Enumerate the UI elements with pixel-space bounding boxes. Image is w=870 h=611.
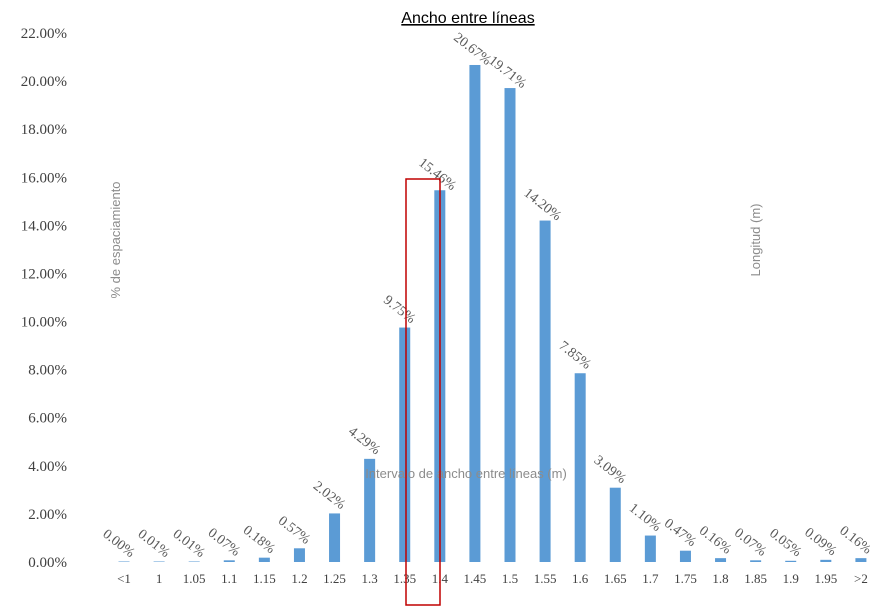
data-label: 2.02% [310,479,348,513]
x-tick-label: 1.7 [642,571,659,586]
data-label: 0.01% [170,527,208,561]
bar [715,558,727,562]
data-label: 0.07% [731,526,769,560]
x-tick-label: 1.85 [744,571,767,586]
x-tick-label: 1 [156,571,163,586]
x-tick-label: 1.5 [502,571,518,586]
secondary-axis-title: Longitud (m) [748,204,763,277]
data-label: 7.85% [556,339,594,373]
x-tick-label: 1.1 [221,571,237,586]
y-tick-label: 10.00% [21,315,67,331]
y-axis-title: % de espaciamiento [108,181,123,298]
data-label: 9.75% [380,293,418,327]
y-tick-label: 14.00% [21,218,67,234]
bar [258,557,270,562]
x-tick-label: 1.75 [674,571,697,586]
y-axis-ticks: 0.00% 2.00% 4.00% 6.00% 8.00% 10.00% 12.00% 14.… [21,26,67,571]
y-tick-label: 0.00% [28,555,67,571]
x-tick-label: 1.65 [604,571,627,586]
y-tick-label: 16.00% [21,170,67,186]
data-label: 0.16% [696,523,734,557]
y-tick-label: 4.00% [28,459,67,475]
data-label: 0.09% [801,525,839,559]
data-label: 0.01% [135,527,173,561]
y-tick-label: 22.00% [21,26,67,42]
y-tick-label: 12.00% [21,266,67,282]
data-label: 3.09% [591,453,629,487]
y-tick-label: 18.00% [21,122,67,138]
data-label: 0.47% [661,516,699,550]
bar [785,560,797,562]
data-label: 4.29% [345,424,383,458]
x-tick-label: 1.35 [393,571,416,586]
bars [118,64,867,563]
bar [223,560,235,562]
bar [293,548,305,562]
bar [329,513,341,562]
x-tick-label: 1.8 [712,571,728,586]
bar [399,327,411,562]
y-tick-label: 6.00% [28,411,67,427]
data-labels: 0.00%0.01%0.01%0.07%0.18%0.57%2.02%4.29%… [100,30,870,561]
x-tick-label: 1.55 [534,571,557,586]
x-tick-label: 1.05 [183,571,206,586]
highlight-box [405,178,441,606]
x-tick-label: >2 [854,571,868,586]
bar [820,559,832,562]
data-label: 15.46% [415,156,459,195]
x-tick-label: 1.9 [783,571,799,586]
bar [750,560,762,562]
y-tick-label: 20.00% [21,74,67,90]
data-label: 1.10% [626,501,664,535]
bar [855,558,867,562]
x-tick-label: 1.25 [323,571,346,586]
chart-title: Ancho entre líneas [401,10,534,27]
data-label: 19.71% [486,53,530,92]
bar [153,561,165,562]
data-label: 0.07% [205,526,243,560]
bar [364,458,376,562]
y-tick-label: 2.00% [28,507,67,523]
data-label: 14.20% [521,186,565,225]
x-axis-title: Intervalo de ancho entre líneas (m) [365,466,567,481]
x-axis-ticks: <1 1 1.05 1.1 1.15 1.2 1.25 1.3 1.35 1.4 1.45 1.5 1.… [117,571,868,586]
bar [609,487,621,562]
bar [469,64,481,562]
x-tick-label: 1.95 [814,571,837,586]
data-label: 0.16% [836,523,870,557]
x-tick-label: 1.2 [291,571,307,586]
x-tick-label: 1.45 [464,571,487,586]
bar [539,220,551,562]
x-tick-label: <1 [117,571,131,586]
data-label: 0.00% [100,527,138,561]
data-label: 0.57% [275,514,313,548]
bar [644,535,656,562]
data-label: 0.05% [766,526,804,560]
bar [504,88,516,563]
bar [118,561,130,562]
bar [574,373,586,562]
bar [188,561,200,562]
bar [679,550,691,562]
x-tick-label: 1.3 [362,571,378,586]
y-tick-label: 8.00% [28,363,67,379]
x-tick-label: 1.15 [253,571,276,586]
x-tick-label: 1.6 [572,571,589,586]
data-label: 0.18% [240,523,278,557]
